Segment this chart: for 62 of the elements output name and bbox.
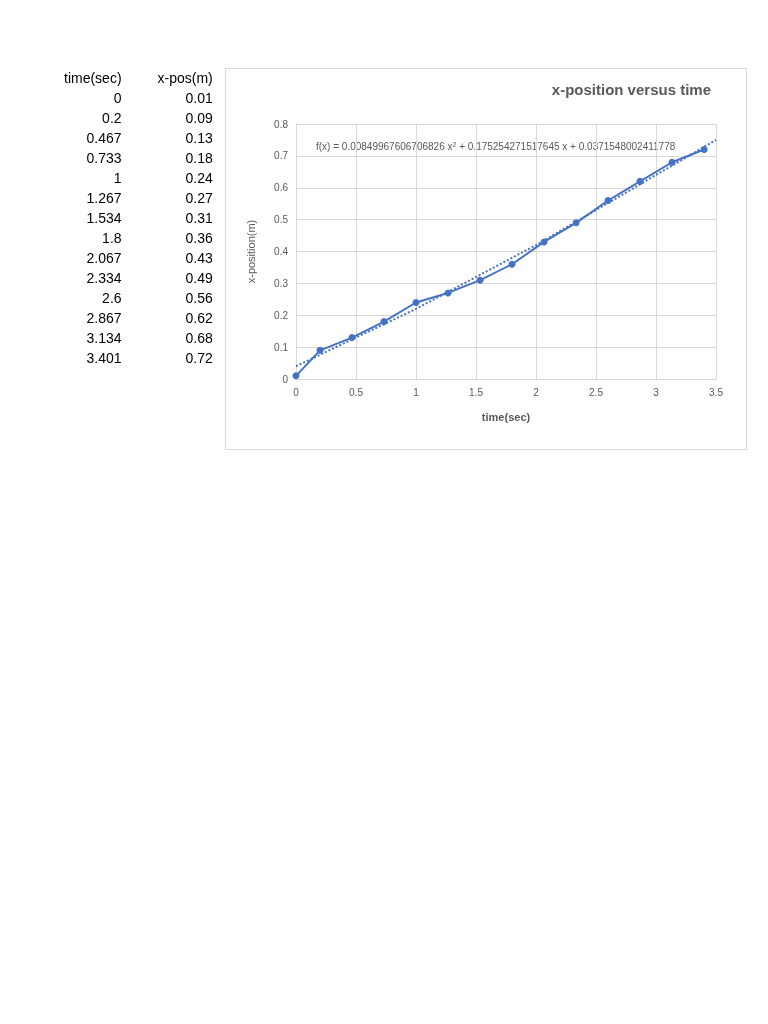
text: 0.56 [184,289,214,308]
y-tick-label: 0.1 [273,341,289,353]
text: 0.01 [184,89,214,108]
text: 2.067 [85,249,123,268]
text: 0.49 [184,269,214,288]
x-tick-label: 1 [413,386,420,398]
text: 0.62 [184,309,214,328]
x-tick-label: 2.5 [588,386,604,398]
chart-title: x-position versus time [551,81,711,98]
text: 2.867 [85,309,123,328]
point [476,276,484,284]
point [636,177,644,185]
text: 0.27 [184,189,214,208]
text: 0.43 [184,249,214,268]
point [572,219,580,227]
text: 3.401 [85,349,123,368]
text: 2.6 [101,289,123,308]
text: 1.267 [85,189,123,208]
text: 0.24 [184,169,214,188]
text: 0.13 [184,129,214,148]
x-tick-label: 0 [293,386,300,398]
text: 0.72 [184,349,214,368]
y-tick-label: 0.8 [273,118,289,130]
y-tick-label: 0.3 [273,277,289,289]
y-tick-label: 0.6 [273,182,289,194]
y-tick-label: 0.2 [273,309,289,321]
text: x-pos(m) [156,69,214,88]
text: 3.134 [85,329,123,348]
text: 0.733 [85,149,123,168]
point [700,146,708,153]
x-tick-label: 2 [533,386,540,398]
text: 1.8 [101,229,123,248]
text: 0 [112,89,123,108]
y-tick-label: 0.7 [273,150,289,162]
y-tick-label: 0.5 [273,214,289,226]
x-tick-label: 0.5 [348,386,364,398]
point [380,318,388,326]
text: 2.334 [85,269,123,288]
y-tick-label: 0.4 [273,246,289,257]
point [348,334,356,342]
x-axis-title: time(sec) [481,410,531,423]
text: 0.31 [184,209,214,228]
x-tick-label: 1.5 [468,386,484,398]
text: 1 [112,169,123,188]
y-axis-title: x-position(m) [244,219,257,284]
point [316,346,324,354]
text: 0.09 [184,109,214,128]
point [412,299,420,306]
x-tick-label: 3.5 [708,386,724,398]
text: 0.68 [184,329,214,348]
text: 0.18 [184,149,214,168]
text: time(sec) [63,69,123,88]
point [508,260,516,268]
text: 1.534 [85,209,123,228]
text: 0.36 [184,229,214,248]
point [604,197,612,204]
point [292,372,300,380]
text: 0.467 [85,129,123,148]
y-tick-label: 0 [282,373,289,385]
point [668,158,676,166]
text: 0.2 [101,109,123,128]
x-tick-label: 3 [653,386,660,398]
